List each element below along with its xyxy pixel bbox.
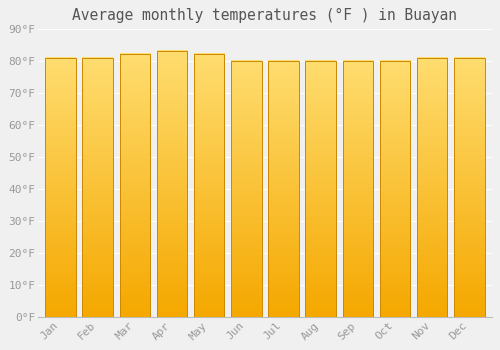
Bar [82, 57, 113, 317]
Bar [120, 54, 150, 317]
Bar [231, 61, 262, 317]
Bar [306, 61, 336, 317]
Title: Average monthly temperatures (°F ) in Buayan: Average monthly temperatures (°F ) in Bu… [72, 8, 458, 23]
Bar [454, 57, 484, 317]
Bar [268, 61, 298, 317]
Bar [380, 61, 410, 317]
Bar [342, 61, 373, 317]
Bar [194, 54, 224, 317]
Bar [156, 51, 187, 317]
Bar [417, 57, 448, 317]
Bar [45, 57, 76, 317]
